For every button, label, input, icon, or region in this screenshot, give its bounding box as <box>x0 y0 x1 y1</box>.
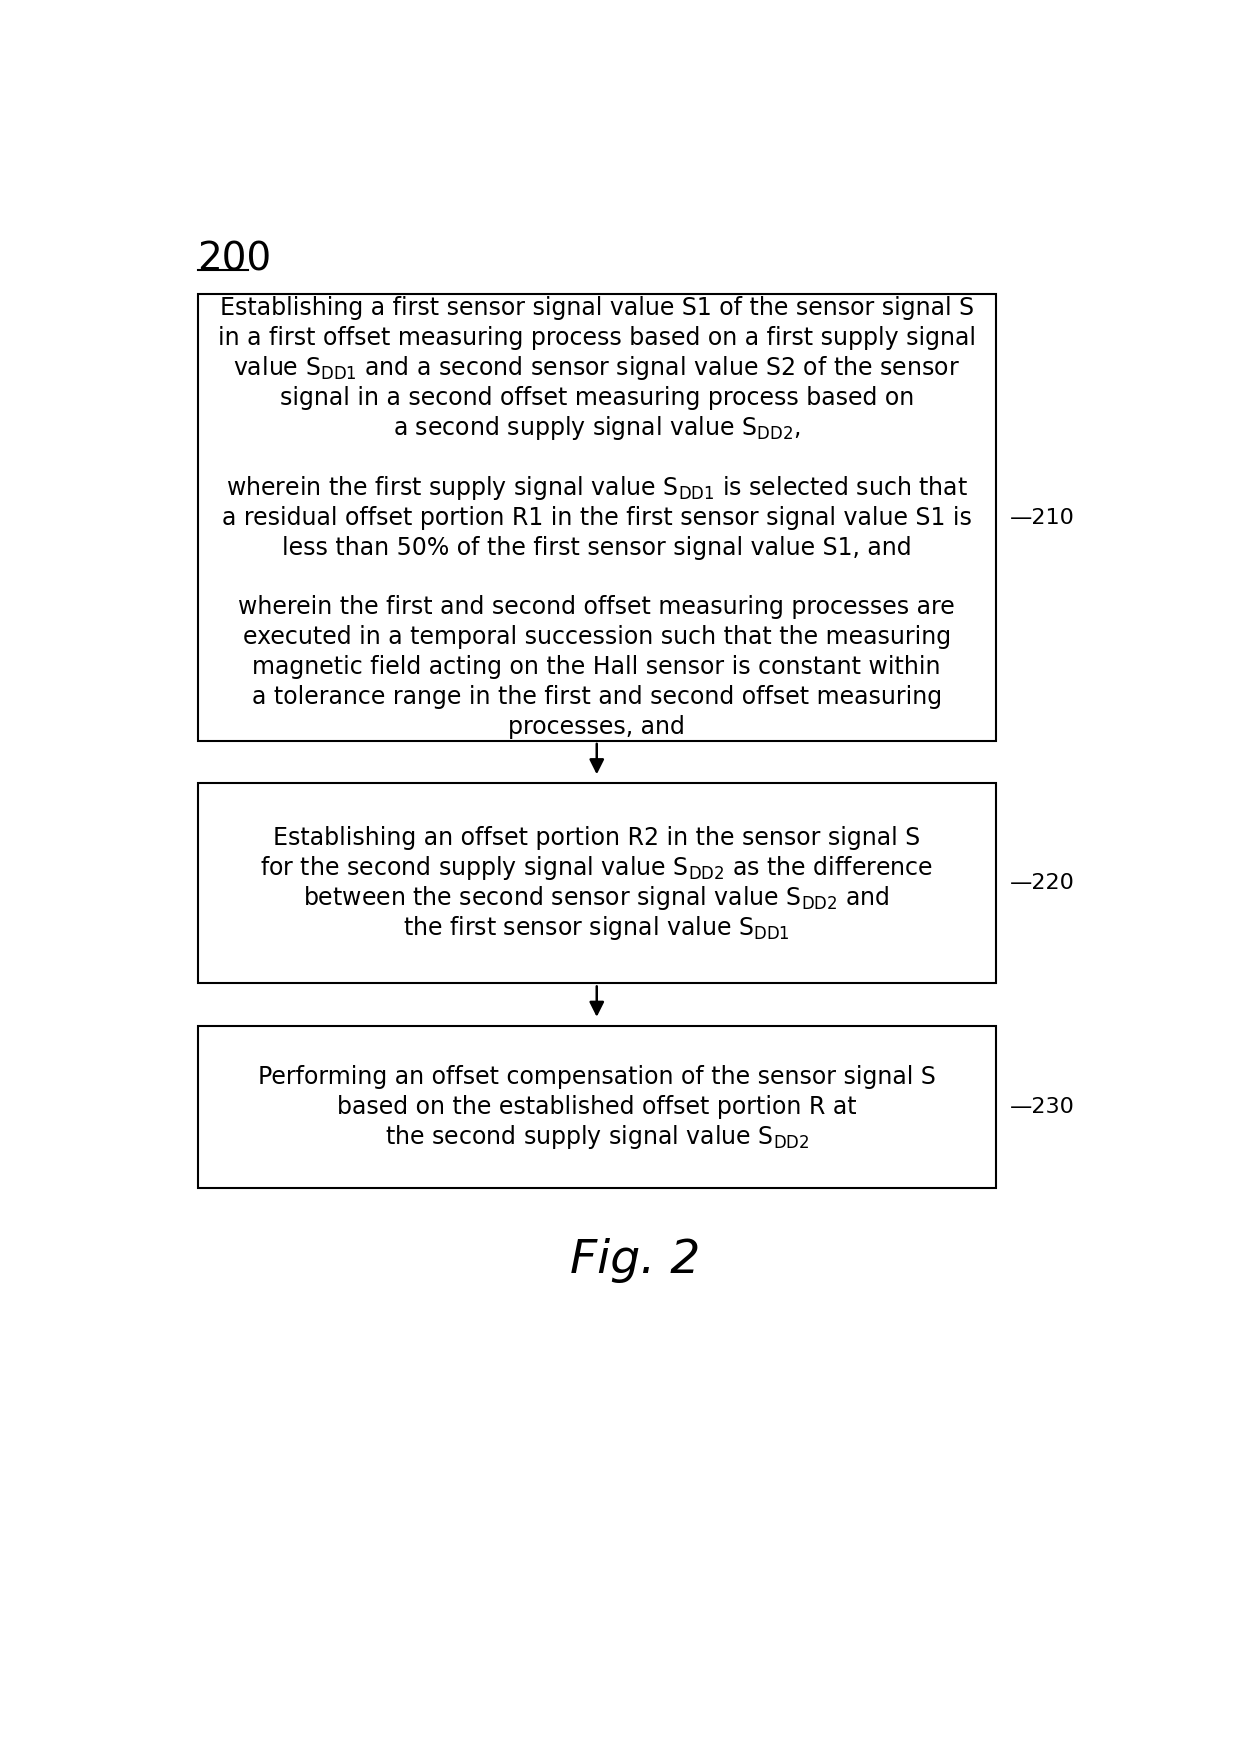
Text: Establishing a first sensor signal value S1 of the sensor signal S: Establishing a first sensor signal value… <box>219 295 973 320</box>
Text: in a first offset measuring process based on a first supply signal: in a first offset measuring process base… <box>218 327 976 349</box>
Text: Establishing an offset portion R2 in the sensor signal S: Establishing an offset portion R2 in the… <box>273 826 920 851</box>
Text: Fig. 2: Fig. 2 <box>570 1237 701 1282</box>
Text: executed in a temporal succession such that the measuring: executed in a temporal succession such t… <box>243 625 951 650</box>
Text: a tolerance range in the first and second offset measuring: a tolerance range in the first and secon… <box>252 685 942 709</box>
Text: —220: —220 <box>1009 874 1075 893</box>
Text: —210: —210 <box>1009 508 1075 528</box>
Text: based on the established offset portion R at: based on the established offset portion … <box>337 1095 857 1118</box>
Text: signal in a second offset measuring process based on: signal in a second offset measuring proc… <box>280 386 914 411</box>
Text: less than 50% of the first sensor signal value S1, and: less than 50% of the first sensor signal… <box>281 536 911 559</box>
Text: between the second sensor signal value S$_{\mathregular{DD2}}$ and: between the second sensor signal value S… <box>304 884 890 912</box>
Text: wherein the first supply signal value S$_{\mathregular{DD1}}$ is selected such t: wherein the first supply signal value S$… <box>226 473 967 501</box>
Text: a second supply signal value S$_{\mathregular{DD2}}$,: a second supply signal value S$_{\mathre… <box>393 414 801 442</box>
Text: wherein the first and second offset measuring processes are: wherein the first and second offset meas… <box>238 596 955 620</box>
Bar <box>197 783 996 984</box>
Text: a residual offset portion R1 in the first sensor signal value S1 is: a residual offset portion R1 in the firs… <box>222 505 972 529</box>
Bar <box>197 293 996 741</box>
Text: the first sensor signal value S$_{\mathregular{DD1}}$: the first sensor signal value S$_{\mathr… <box>403 914 790 942</box>
Text: processes, and: processes, and <box>508 715 686 739</box>
Text: 200: 200 <box>197 241 272 278</box>
Text: magnetic field acting on the Hall sensor is constant within: magnetic field acting on the Hall sensor… <box>253 655 941 680</box>
Text: value S$_{\mathregular{DD1}}$ and a second sensor signal value S2 of the sensor: value S$_{\mathregular{DD1}}$ and a seco… <box>233 355 960 383</box>
Text: the second supply signal value S$_{\mathregular{DD2}}$: the second supply signal value S$_{\math… <box>384 1123 808 1151</box>
Text: —230: —230 <box>1009 1097 1075 1116</box>
Text: for the second supply signal value S$_{\mathregular{DD2}}$ as the difference: for the second supply signal value S$_{\… <box>260 854 934 882</box>
Bar <box>197 1025 996 1188</box>
Text: Performing an offset compensation of the sensor signal S: Performing an offset compensation of the… <box>258 1064 936 1088</box>
